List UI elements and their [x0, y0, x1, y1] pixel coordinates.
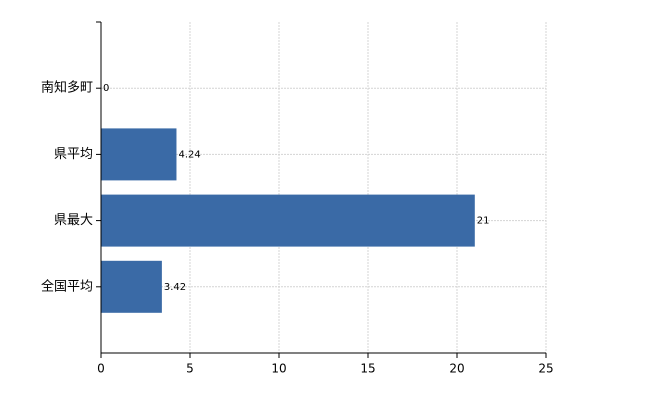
bar — [101, 194, 475, 247]
value-label: 3.42 — [164, 282, 186, 293]
y-tick-label: 県平均 — [54, 147, 93, 162]
value-label: 0 — [103, 83, 109, 94]
x-tick-label: 25 — [538, 362, 553, 376]
bar — [101, 260, 162, 313]
bar — [101, 128, 177, 181]
y-tick-label: 全国平均 — [41, 278, 93, 294]
y-tick-label: 南知多町 — [41, 80, 93, 96]
x-tick-label: 5 — [186, 362, 194, 376]
value-label: 21 — [477, 216, 490, 227]
y-tick-label: 県最大 — [54, 213, 93, 228]
x-tick-label: 20 — [449, 362, 464, 376]
x-tick-label: 0 — [97, 362, 105, 376]
value-label: 4.24 — [178, 149, 200, 160]
x-tick-label: 10 — [271, 362, 286, 376]
x-tick-label: 15 — [360, 362, 375, 376]
